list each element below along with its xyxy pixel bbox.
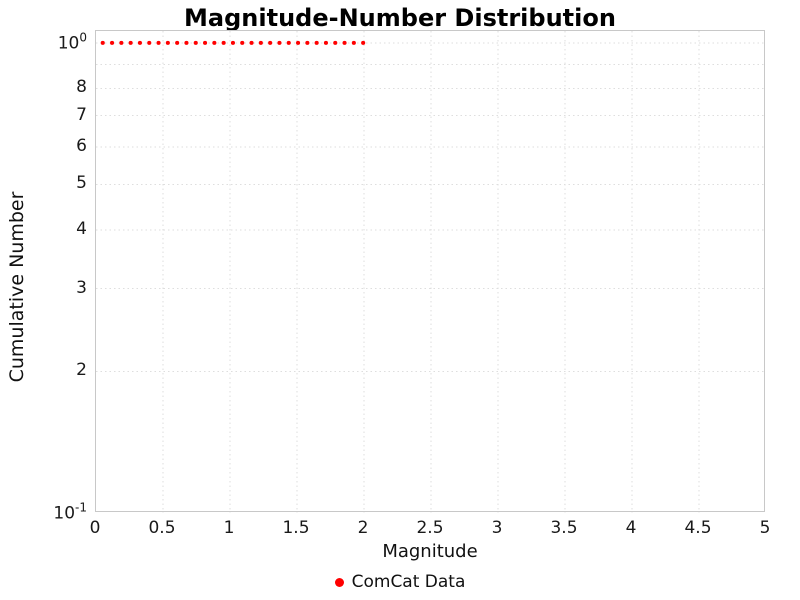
- y-tick-label-7: 7: [76, 104, 87, 125]
- y-tick-label-2: 2: [76, 360, 87, 381]
- x-tick-label-0.5: 0.5: [148, 518, 176, 538]
- chart-title: Magnitude-Number Distribution: [184, 4, 616, 32]
- x-axis-title: Magnitude: [382, 541, 478, 562]
- x-tick-label-3.5: 3.5: [550, 518, 578, 538]
- y-tick-label-8: 8: [76, 77, 87, 98]
- x-tick-label-4: 4: [625, 518, 637, 538]
- x-tick-label-1.5: 1.5: [282, 518, 310, 538]
- legend[interactable]: ComCat Data: [0, 572, 800, 592]
- plot-canvas: [96, 31, 766, 513]
- y-tick-label-10e-1: 10-1: [53, 500, 87, 524]
- x-tick-label-1: 1: [223, 518, 235, 538]
- y-tick-label-4: 4: [76, 218, 87, 239]
- plot-area: [95, 30, 766, 513]
- y-tick-label-3: 3: [76, 277, 87, 298]
- x-tick-label-2: 2: [357, 518, 369, 538]
- y-tick-label-5: 5: [76, 173, 87, 194]
- legend-label: ComCat Data: [351, 572, 466, 592]
- x-tick-label-2.5: 2.5: [416, 518, 444, 538]
- y-tick-label-6: 6: [76, 136, 87, 157]
- y-tick-label-10e0: 100: [57, 30, 87, 54]
- x-tick-label-3: 3: [491, 518, 503, 538]
- x-tick-label-5: 5: [759, 518, 771, 538]
- x-tick-label-4.5: 4.5: [684, 518, 712, 538]
- x-tick-label-0: 0: [89, 518, 101, 538]
- legend-marker-dot: [334, 577, 344, 587]
